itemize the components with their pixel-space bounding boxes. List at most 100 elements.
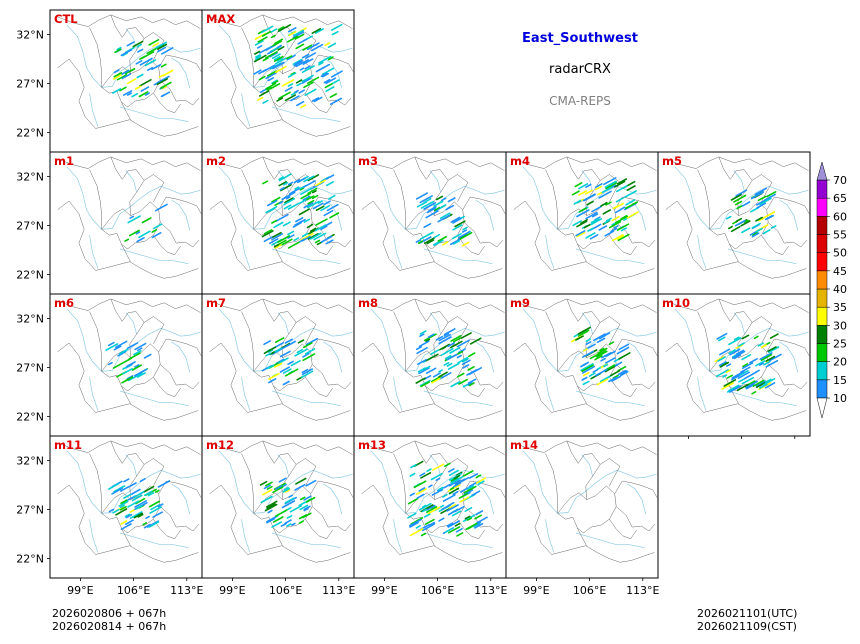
echo-streak — [441, 504, 451, 511]
colorbar-label: 20 — [833, 356, 847, 369]
echo-streak — [304, 348, 316, 355]
river-line — [218, 24, 353, 88]
echo-streak — [454, 522, 461, 527]
echo-streak — [134, 342, 147, 351]
echo-streak — [576, 220, 588, 228]
echo-streak — [615, 202, 625, 208]
colorbar-box — [816, 197, 828, 217]
echo-streak — [274, 65, 287, 74]
echo-streak — [437, 214, 451, 223]
echo-streak — [613, 225, 619, 229]
echo-streak — [433, 233, 441, 239]
echo-streak — [290, 71, 296, 76]
echo-streak — [160, 81, 172, 89]
river-line — [66, 450, 201, 514]
echo-streak — [271, 233, 284, 241]
echo-streak — [325, 77, 337, 85]
echo-streak — [738, 342, 745, 347]
echo-streak — [433, 239, 444, 246]
echo-streak — [296, 82, 302, 87]
province-border — [609, 235, 637, 256]
colorbar: 10 15 20 25 30 35 40 45 50 55 60 65 70 — [816, 161, 847, 419]
province-border — [361, 440, 505, 455]
echo-streak — [284, 338, 293, 344]
river-line — [171, 199, 191, 231]
province-border — [57, 298, 201, 313]
province-border — [129, 316, 165, 358]
echo-streak — [160, 93, 166, 98]
river-line — [277, 170, 289, 193]
echo-streak — [278, 200, 284, 205]
province-border — [393, 453, 406, 514]
echo-streak — [298, 514, 308, 520]
echo-streak — [725, 369, 732, 374]
echo-streak — [276, 57, 283, 62]
echo-streak — [293, 237, 300, 242]
echo-streak — [136, 505, 142, 509]
echo-streak — [274, 38, 284, 45]
echo-streak — [409, 472, 416, 477]
echo-streak — [294, 33, 305, 40]
echo-streak — [751, 232, 760, 238]
echo-streak — [327, 194, 336, 200]
province-border — [209, 156, 353, 171]
province-border — [121, 243, 131, 262]
river-line — [241, 377, 251, 411]
echo-streak — [462, 364, 470, 369]
colorbar-box — [816, 270, 828, 290]
echo-streak — [116, 74, 128, 81]
province-border — [577, 243, 587, 262]
echo-streak — [427, 333, 435, 339]
echo-streak — [731, 370, 745, 379]
echo-streak — [266, 364, 275, 370]
echo-streak — [115, 340, 128, 349]
province-border — [273, 385, 283, 404]
echo-streak — [284, 497, 295, 504]
echo-streak — [282, 181, 289, 186]
echo-streak — [461, 241, 470, 247]
echo-streak — [286, 54, 296, 61]
valid-time-block: 2026021101(UTC) 2026021109(CST) — [697, 607, 797, 633]
echo-streak — [582, 380, 590, 386]
echo-streak — [279, 186, 285, 191]
echo-streak — [302, 44, 313, 51]
echo-streak — [317, 200, 323, 204]
echo-streak — [151, 232, 162, 239]
xtick-label: 113°E — [322, 584, 355, 597]
province-border — [158, 196, 202, 214]
echo-streak — [301, 218, 306, 223]
province-border — [160, 222, 200, 248]
echo-streak — [600, 357, 607, 362]
echo-streak — [719, 361, 730, 368]
province-border — [209, 200, 351, 279]
river-line — [125, 454, 137, 477]
echo-streak — [113, 72, 123, 78]
echo-streak — [454, 220, 466, 228]
echo-streak — [292, 58, 303, 65]
province-border — [457, 377, 485, 398]
echo-streak — [601, 351, 612, 359]
echo-streak — [323, 210, 334, 217]
echo-streak — [120, 523, 132, 531]
echo-streak — [134, 500, 147, 508]
echo-streak — [107, 341, 115, 347]
echo-streak — [120, 485, 130, 492]
echo-streak — [471, 490, 481, 497]
echo-streak — [286, 55, 293, 60]
echo-streak — [327, 42, 337, 49]
river-line — [545, 519, 555, 553]
echo-streak — [476, 516, 488, 524]
river-line — [323, 57, 343, 89]
river-line — [271, 106, 341, 122]
echo-streak — [325, 181, 334, 187]
province-border — [766, 338, 810, 356]
province-border — [737, 174, 773, 216]
province-border — [361, 484, 503, 563]
echo-streak — [741, 334, 750, 340]
echo-streak — [281, 238, 293, 246]
echo-streak — [284, 94, 297, 102]
province-border — [361, 298, 505, 313]
echo-streak — [156, 78, 168, 86]
echo-streak — [329, 212, 340, 219]
panel-grid: CTL 22°N 27°N 32°N MAX m1 22°N 27°N 32°N m2 m3 m4 m5… — [16, 9, 811, 597]
